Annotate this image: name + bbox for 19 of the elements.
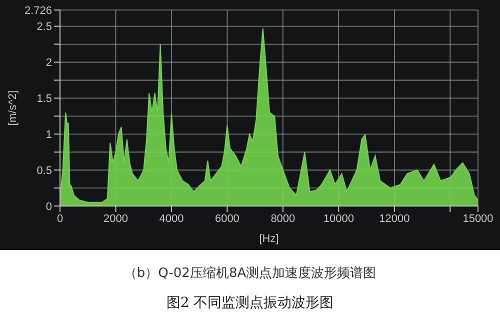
y-tick-label: 1.5 xyxy=(36,93,52,106)
x-axis-title: [Hz] xyxy=(259,233,279,245)
y-tick-label: 1 xyxy=(46,129,52,142)
x-tick-label: 15000 xyxy=(462,212,494,225)
x-tick-label: 10000 xyxy=(323,212,354,225)
y-axis-title: [m/s^2] xyxy=(6,90,19,126)
x-tick-label: 4000 xyxy=(159,212,184,225)
y-tick-label: 2.726 xyxy=(24,4,52,17)
x-tick-label: 6000 xyxy=(214,212,240,225)
y-tick-label: 0.5 xyxy=(36,164,52,177)
x-tick-label: 8000 xyxy=(270,212,296,225)
y-tick-label: 0 xyxy=(46,200,52,213)
text: （b）Q-02压缩机8A测点加速度波形频谱图 xyxy=(122,265,378,282)
text: 图2 不同监测点振动波形图 xyxy=(165,294,335,312)
x-tick-label: 0 xyxy=(56,212,64,225)
x-tick-label: 2000 xyxy=(103,212,128,225)
y-tick-label: 2.5 xyxy=(36,21,52,34)
y-tick-label: 2 xyxy=(46,57,52,70)
x-tick-label: 12000 xyxy=(379,212,410,225)
